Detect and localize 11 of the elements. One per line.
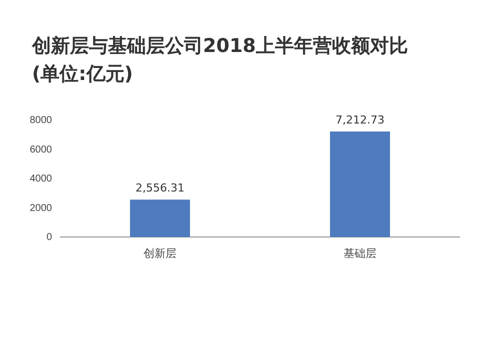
y-tick-label: 2000: [30, 202, 52, 214]
chart-title: 创新层与基础层公司2018上半年营收额对比: [31, 35, 408, 57]
chart-subtitle: (单位:亿元): [32, 63, 133, 85]
x-tick-label: 创新层: [144, 246, 176, 260]
data-label: 7,212.73: [336, 114, 384, 127]
x-tick-label: 基础层: [344, 246, 376, 260]
y-tick-label: 0: [46, 232, 52, 244]
y-tick-label: 6000: [30, 144, 52, 156]
y-tick-label: 4000: [30, 174, 52, 185]
y-tick-label: 8000: [30, 115, 52, 126]
data-label: 2,556.31: [136, 182, 184, 195]
